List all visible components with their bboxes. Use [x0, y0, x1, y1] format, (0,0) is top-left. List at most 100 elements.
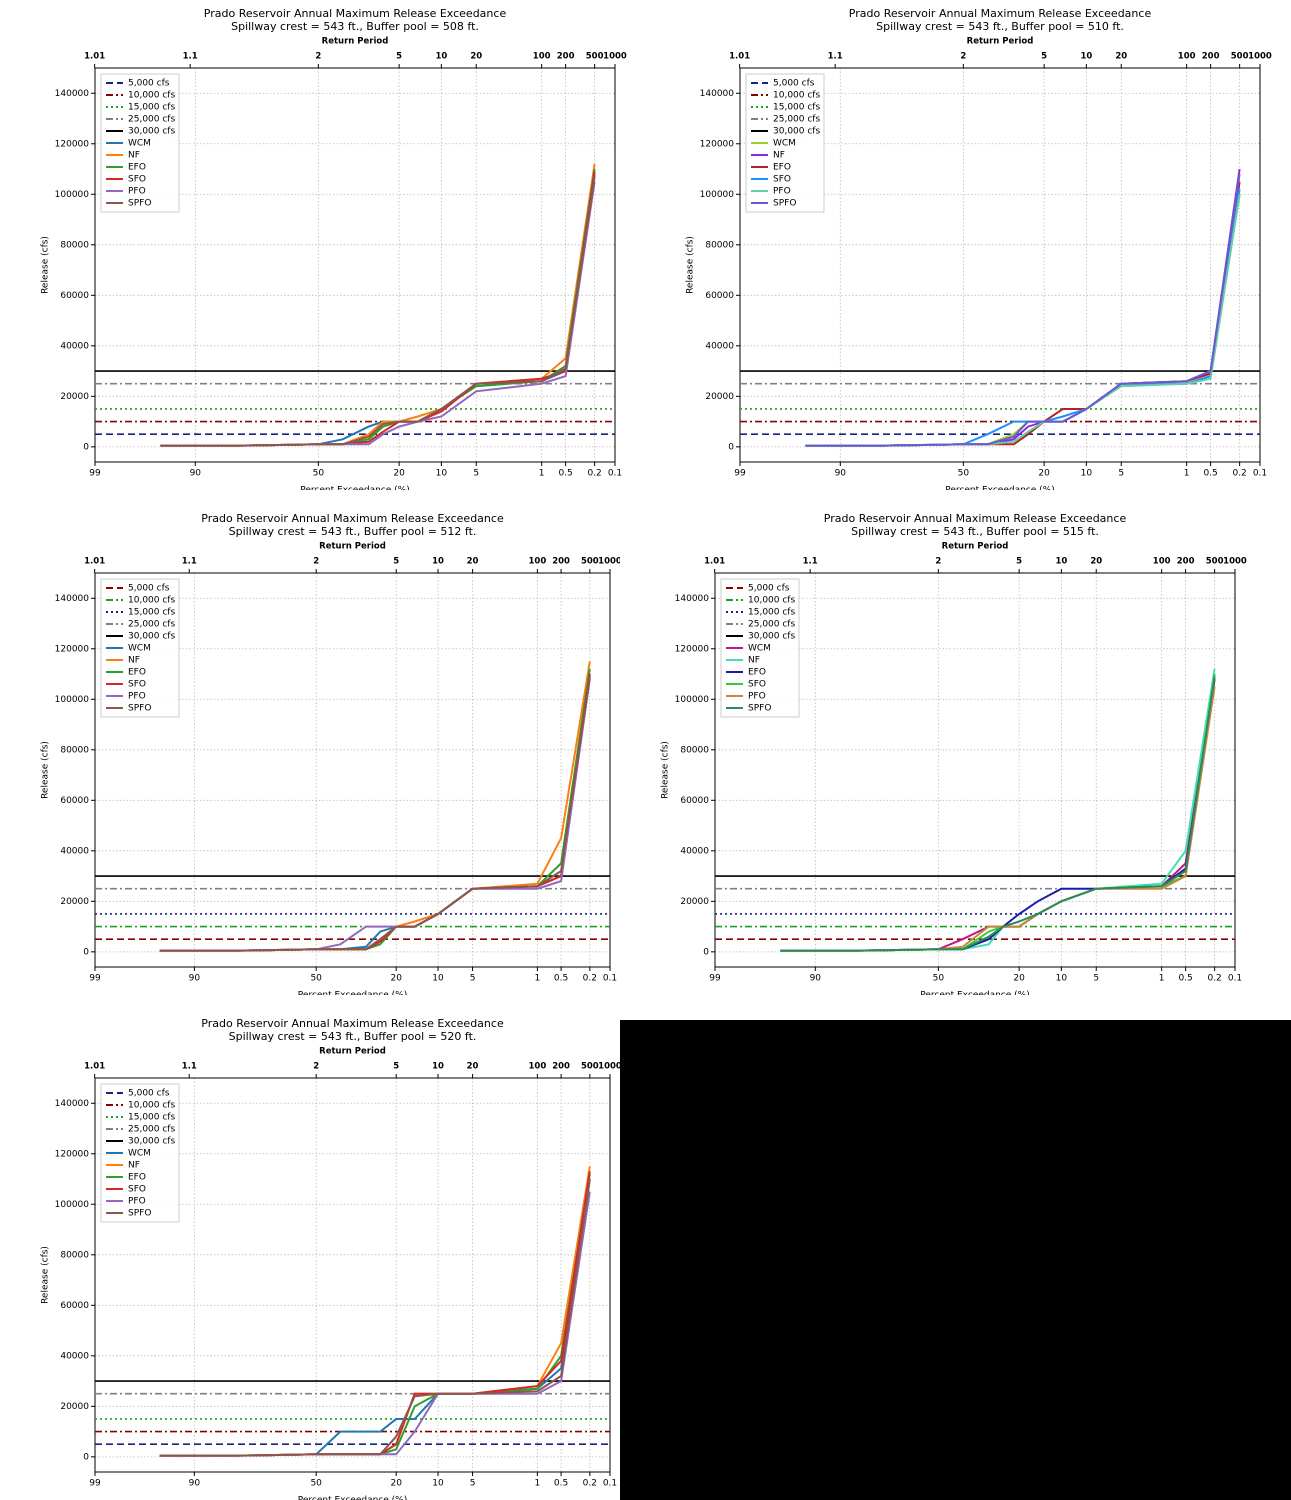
x-tick-label: 1: [1159, 974, 1165, 984]
legend-label: SPFO: [128, 704, 151, 714]
legend-label: 30,000 cfs: [128, 632, 175, 642]
x-tick-label: 0.5: [1203, 469, 1217, 479]
x-tick-label: 50: [958, 469, 970, 479]
x2-tick-label: 100: [533, 52, 551, 62]
y-tick-label: 140000: [700, 89, 735, 99]
x2-tick-label: 500: [1231, 52, 1249, 62]
x2-tick-label: 1.01: [84, 1062, 105, 1072]
x2-tick-label: 20: [470, 52, 482, 62]
x-axis-label: Percent Exceedance (%): [298, 1496, 407, 1500]
series-line: [159, 1191, 591, 1457]
legend-label: SPFO: [748, 704, 771, 714]
x-tick-label: 90: [835, 469, 847, 479]
series-line: [159, 676, 591, 952]
y-tick-label: 0: [83, 947, 89, 957]
chart: Prado Reservoir Annual Maximum Release E…: [686, 7, 1272, 490]
plot-area: [95, 163, 615, 447]
series-line: [780, 678, 1216, 952]
series-line: [159, 678, 591, 952]
x2-tick-label: 1.1: [182, 557, 197, 567]
x2-tick-label: 2: [313, 557, 319, 567]
x-tick-label: 50: [310, 1479, 322, 1489]
series-line: [159, 1178, 591, 1457]
series-line: [805, 181, 1241, 447]
x-tick-label: 99: [734, 469, 746, 479]
x-axis-label: Percent Exceedance (%): [300, 486, 409, 491]
y-tick-label: 80000: [60, 1250, 89, 1260]
y-tick-label: 20000: [60, 897, 89, 907]
x-tick-label: 50: [310, 974, 322, 984]
y-tick-label: 20000: [705, 392, 734, 402]
plot-area: [740, 168, 1260, 447]
x2-axis-label: Return Period: [319, 542, 386, 552]
x-tick-label: 0.1: [603, 1479, 617, 1489]
x2-tick-label: 2: [935, 557, 941, 567]
legend-label: NF: [773, 151, 785, 161]
x2-tick-label: 1000: [1248, 52, 1272, 62]
x-tick-label: 50: [313, 469, 325, 479]
series-line: [160, 171, 596, 447]
x2-tick-label: 1000: [1223, 557, 1247, 567]
legend-label: SFO: [748, 680, 766, 690]
series-line: [159, 673, 591, 952]
legend-label: 5,000 cfs: [748, 584, 790, 594]
x2-tick-label: 1000: [598, 1062, 620, 1072]
y-axis-label: Release (cfs): [661, 741, 671, 799]
x-tick-label: 10: [432, 1479, 444, 1489]
legend-label: SFO: [128, 1185, 146, 1195]
y-tick-label: 20000: [680, 897, 709, 907]
x2-tick-label: 20: [1115, 52, 1127, 62]
y-tick-label: 100000: [700, 190, 735, 200]
x-tick-label: 1: [535, 1479, 541, 1489]
x-tick-label: 0.5: [554, 974, 568, 984]
x2-tick-label: 200: [557, 52, 575, 62]
series-line: [159, 1178, 591, 1457]
legend-label: 15,000 cfs: [128, 608, 175, 618]
x2-tick-label: 20: [467, 557, 479, 567]
x-axis-label: Percent Exceedance (%): [298, 991, 407, 996]
x2-tick-label: 1.01: [729, 52, 750, 62]
y-tick-label: 80000: [60, 240, 89, 250]
series-line: [780, 668, 1216, 952]
series-line: [780, 673, 1216, 952]
chart-title: Prado Reservoir Annual Maximum Release E…: [849, 7, 1152, 20]
y-axis-label: Release (cfs): [41, 741, 51, 799]
y-tick-label: 100000: [55, 190, 90, 200]
x-tick-label: 0.5: [554, 1479, 568, 1489]
blank-panel: [620, 1020, 1291, 1500]
x-tick-label: 0.1: [1253, 469, 1267, 479]
y-tick-label: 60000: [705, 291, 734, 301]
x2-tick-label: 5: [396, 52, 402, 62]
legend-label: PFO: [773, 187, 791, 197]
x2-tick-label: 100: [528, 557, 546, 567]
chart-subtitle: Spillway crest = 543 ft., Buffer pool = …: [231, 20, 479, 33]
series-line: [159, 1171, 591, 1457]
legend-label: 25,000 cfs: [128, 1125, 175, 1135]
series-line: [160, 181, 596, 447]
x2-tick-label: 5: [393, 557, 399, 567]
legend-label: NF: [128, 151, 140, 161]
x-tick-label: 0.5: [1178, 974, 1192, 984]
legend-label: WCM: [748, 644, 771, 654]
chart-title: Prado Reservoir Annual Maximum Release E…: [201, 1017, 504, 1030]
y-tick-label: 40000: [60, 1351, 89, 1361]
chart: Prado Reservoir Annual Maximum Release E…: [41, 7, 627, 491]
series-line: [159, 668, 591, 952]
legend-label: 5,000 cfs: [128, 584, 170, 594]
x2-tick-label: 500: [581, 557, 599, 567]
x2-tick-label: 100: [1153, 557, 1171, 567]
x2-tick-label: 1000: [598, 557, 620, 567]
y-tick-label: 100000: [675, 695, 710, 705]
x2-tick-label: 1.01: [84, 52, 105, 62]
x-tick-label: 90: [810, 974, 822, 984]
y-tick-label: 0: [728, 442, 734, 452]
y-tick-label: 120000: [675, 644, 710, 654]
y-tick-label: 140000: [55, 594, 90, 604]
x-tick-label: 20: [390, 1479, 402, 1489]
series-line: [159, 1166, 591, 1457]
x2-tick-label: 1.01: [84, 557, 105, 567]
y-tick-label: 140000: [55, 1099, 90, 1109]
legend-label: PFO: [128, 187, 146, 197]
legend-label: SPFO: [128, 199, 151, 209]
chart-subtitle: Spillway crest = 543 ft., Buffer pool = …: [851, 525, 1099, 538]
